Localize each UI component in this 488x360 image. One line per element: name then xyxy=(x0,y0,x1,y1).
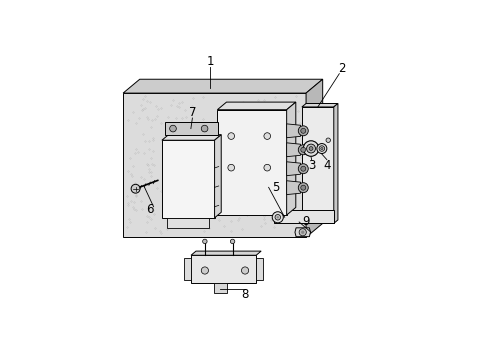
Circle shape xyxy=(303,141,318,156)
Circle shape xyxy=(300,147,305,152)
Text: 8: 8 xyxy=(241,288,248,301)
Circle shape xyxy=(300,166,305,171)
Circle shape xyxy=(131,184,140,193)
Polygon shape xyxy=(183,258,191,280)
Circle shape xyxy=(264,133,270,139)
Polygon shape xyxy=(162,135,221,140)
Circle shape xyxy=(230,239,234,244)
Polygon shape xyxy=(191,255,256,283)
Circle shape xyxy=(300,185,305,190)
Circle shape xyxy=(241,267,248,274)
Circle shape xyxy=(272,212,283,223)
Polygon shape xyxy=(286,143,300,157)
Polygon shape xyxy=(191,251,261,255)
Text: 4: 4 xyxy=(323,159,330,172)
Circle shape xyxy=(319,146,324,151)
Circle shape xyxy=(227,164,234,171)
Circle shape xyxy=(264,164,270,171)
Polygon shape xyxy=(217,102,295,110)
Text: 1: 1 xyxy=(206,55,214,68)
Text: 5: 5 xyxy=(271,181,279,194)
Text: 7: 7 xyxy=(188,106,196,119)
Polygon shape xyxy=(256,258,263,280)
Polygon shape xyxy=(162,140,214,218)
Circle shape xyxy=(299,229,305,236)
Circle shape xyxy=(169,125,176,132)
Circle shape xyxy=(298,145,307,155)
Polygon shape xyxy=(286,181,300,195)
Circle shape xyxy=(201,125,207,132)
Circle shape xyxy=(276,216,278,219)
Polygon shape xyxy=(333,103,337,223)
Text: 9: 9 xyxy=(302,216,309,229)
Circle shape xyxy=(298,183,307,193)
Polygon shape xyxy=(305,79,322,237)
Text: 6: 6 xyxy=(145,203,153,216)
Circle shape xyxy=(316,144,326,153)
Circle shape xyxy=(202,239,207,244)
Polygon shape xyxy=(123,93,305,237)
Polygon shape xyxy=(123,79,322,93)
Circle shape xyxy=(325,138,330,143)
Text: 3: 3 xyxy=(307,159,315,172)
Circle shape xyxy=(301,231,304,234)
Polygon shape xyxy=(274,210,333,223)
Text: 2: 2 xyxy=(338,62,345,75)
Circle shape xyxy=(308,147,312,150)
Polygon shape xyxy=(301,103,337,107)
Polygon shape xyxy=(286,124,300,138)
Circle shape xyxy=(306,144,315,153)
Polygon shape xyxy=(294,228,310,237)
Circle shape xyxy=(298,164,307,174)
Circle shape xyxy=(274,215,280,220)
Polygon shape xyxy=(214,135,221,218)
Circle shape xyxy=(320,148,322,150)
Polygon shape xyxy=(167,218,208,228)
Polygon shape xyxy=(217,110,286,215)
Polygon shape xyxy=(286,102,295,215)
Polygon shape xyxy=(286,162,300,176)
Polygon shape xyxy=(301,107,333,223)
Circle shape xyxy=(201,267,208,274)
Polygon shape xyxy=(164,122,218,135)
Circle shape xyxy=(227,133,234,139)
Circle shape xyxy=(300,128,305,133)
Circle shape xyxy=(298,126,307,136)
Polygon shape xyxy=(213,283,226,293)
